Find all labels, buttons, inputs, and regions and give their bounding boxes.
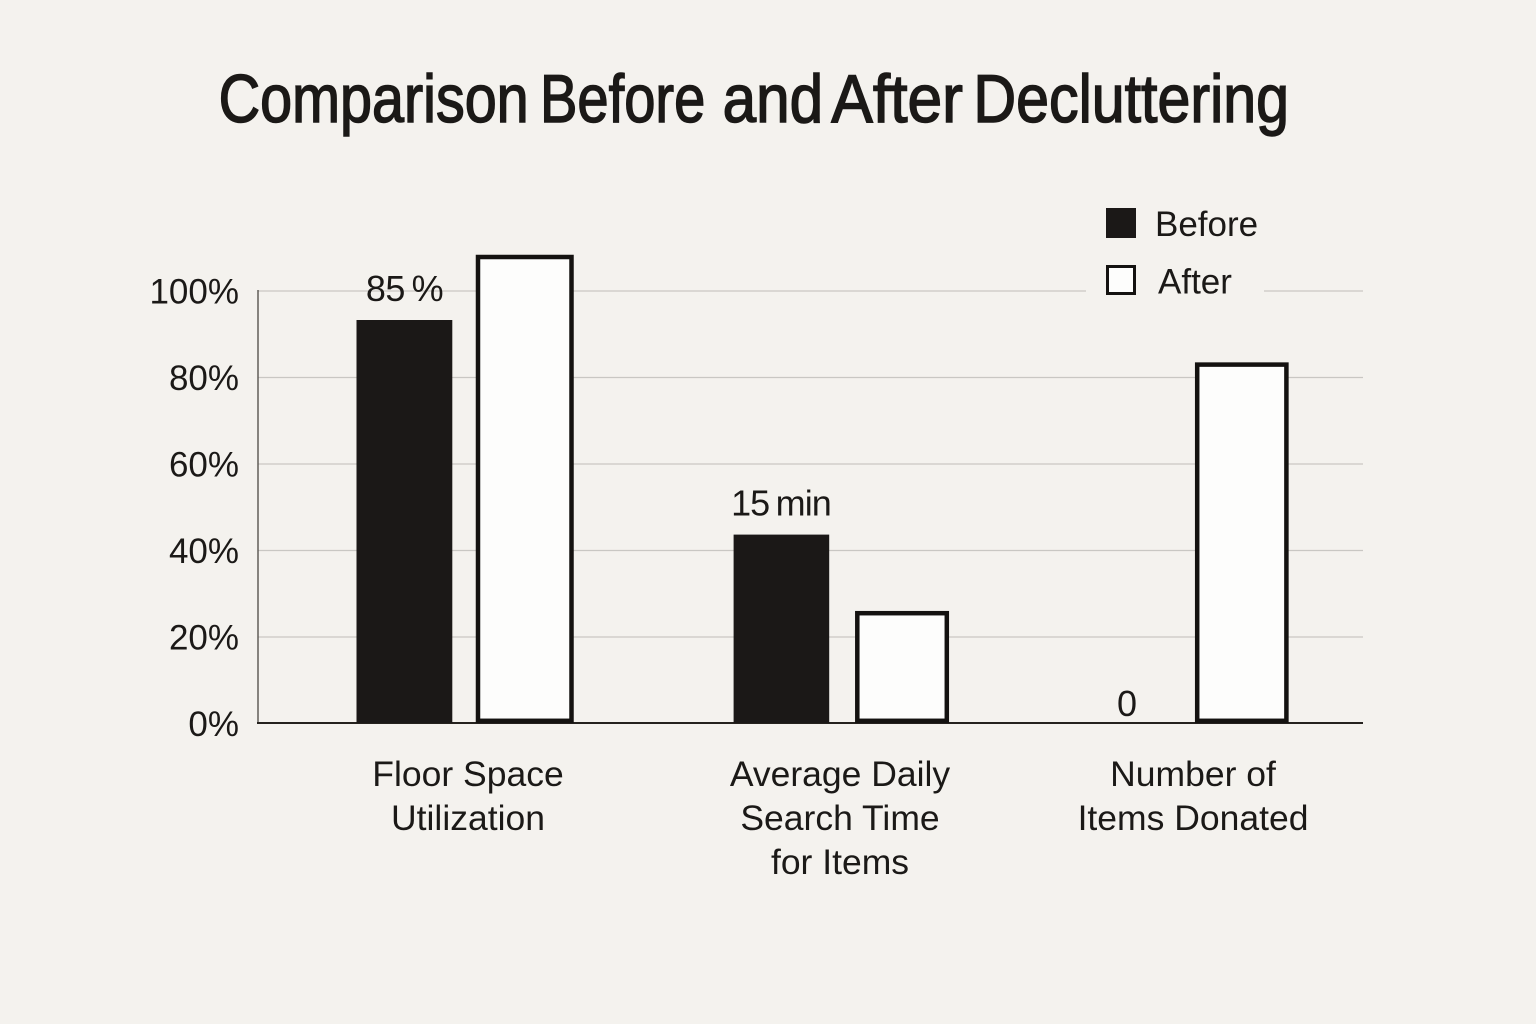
- svg-text:and: and: [723, 61, 824, 137]
- svg-text:Comparison: Comparison: [219, 62, 529, 138]
- svg-text:85 %: 85 %: [366, 268, 443, 309]
- svg-text:20%: 20%: [169, 619, 239, 658]
- svg-text:Utilization: Utilization: [391, 798, 545, 838]
- svg-text:Decluttering: Decluttering: [973, 60, 1289, 137]
- svg-text:After: After: [1158, 263, 1232, 302]
- svg-text:100%: 100%: [149, 273, 239, 312]
- svg-text:15 min: 15 min: [731, 483, 831, 524]
- svg-text:80%: 80%: [169, 359, 239, 398]
- svg-text:60%: 60%: [169, 446, 239, 485]
- svg-text:0: 0: [1117, 683, 1137, 724]
- svg-text:for Items: for Items: [771, 842, 909, 882]
- svg-text:Floor Space: Floor Space: [372, 754, 563, 794]
- svg-text:Before: Before: [1155, 205, 1258, 244]
- svg-text:Items Donated: Items Donated: [1078, 798, 1309, 838]
- svg-text:40%: 40%: [169, 532, 239, 571]
- svg-text:Number of: Number of: [1110, 754, 1276, 794]
- svg-text:Before: Before: [540, 62, 705, 137]
- svg-text:Search Time: Search Time: [740, 798, 939, 838]
- svg-text:0%: 0%: [188, 705, 239, 744]
- svg-text:After: After: [831, 61, 963, 137]
- svg-text:Average Daily: Average Daily: [730, 754, 951, 794]
